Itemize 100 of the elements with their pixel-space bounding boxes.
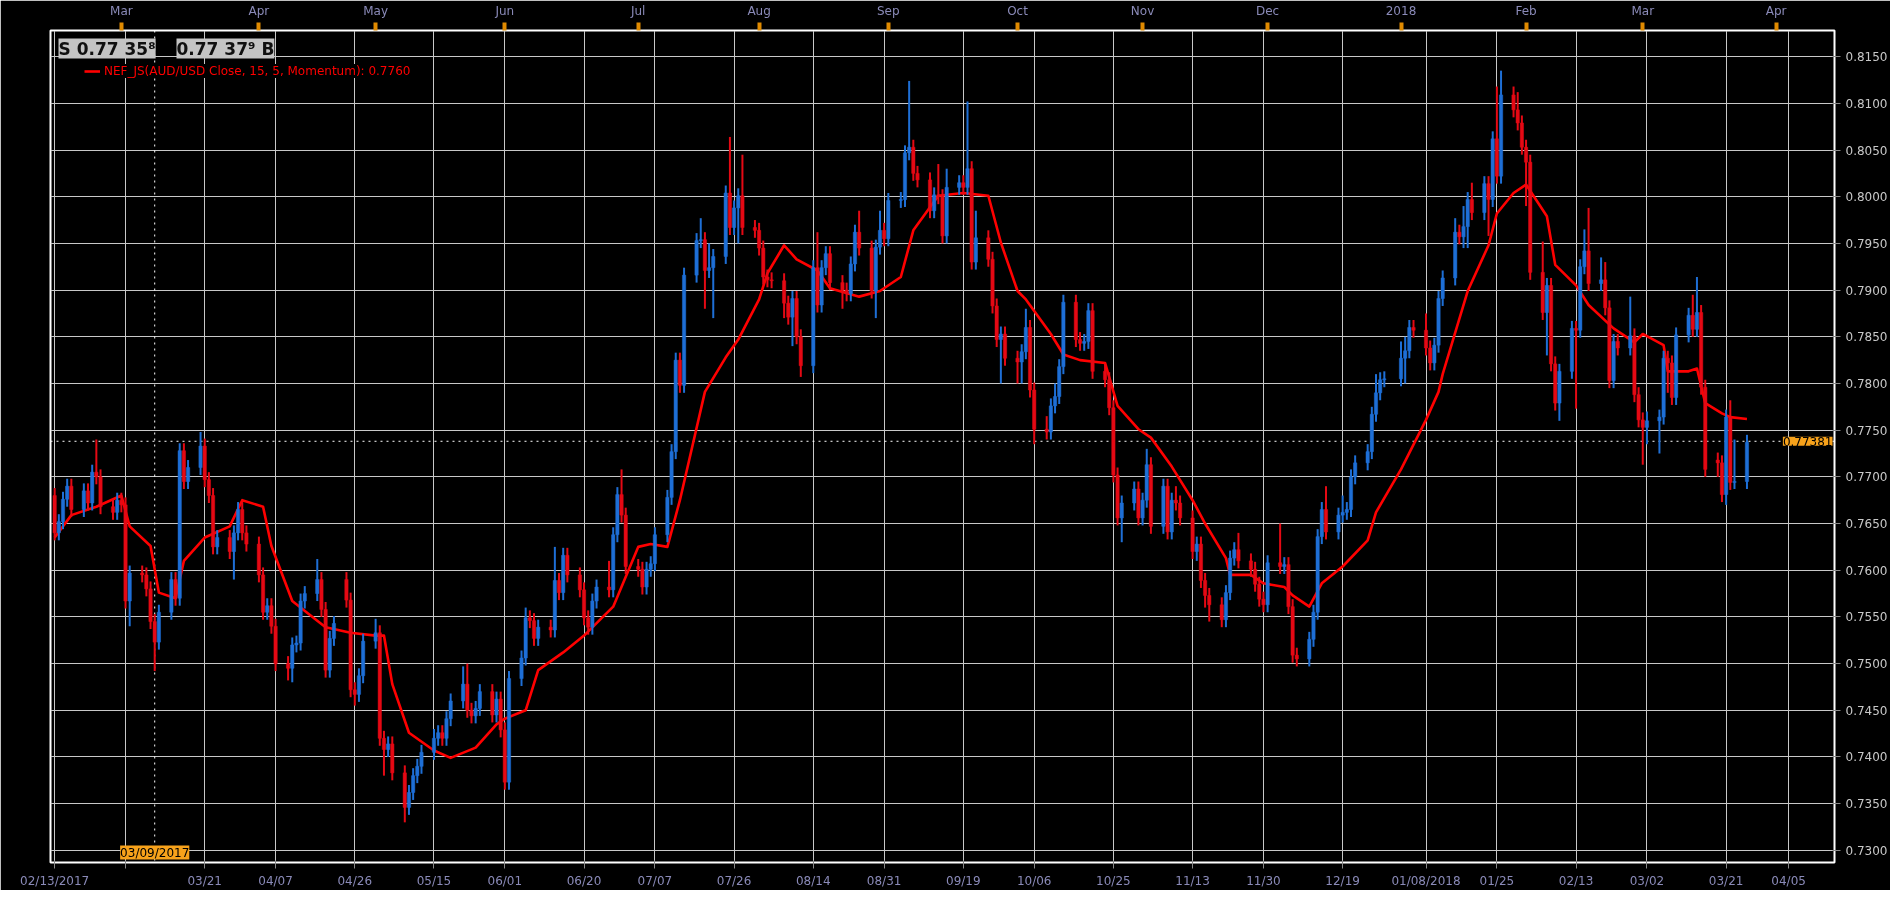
x2-tick-label: Mar bbox=[1631, 3, 1655, 18]
x-tick-label: 03/02 bbox=[1629, 873, 1665, 888]
candlestick bbox=[111, 498, 115, 521]
y-tick-label: 0.7300 bbox=[1845, 843, 1888, 858]
candlestick bbox=[1219, 596, 1224, 629]
candlestick bbox=[1399, 340, 1403, 388]
candlestick bbox=[173, 571, 178, 607]
candlestick bbox=[932, 186, 937, 220]
legend-label: NEF_JS(AUD/USD Close, 15, 5, Momentum): 0.7760 bbox=[104, 64, 411, 78]
candlestick bbox=[1574, 319, 1578, 410]
candlestick bbox=[490, 683, 495, 724]
candlestick bbox=[115, 491, 120, 521]
ref-line-label: 0.77381 bbox=[1782, 434, 1833, 449]
y-tick-label: 0.7350 bbox=[1845, 797, 1888, 812]
x-tick-label: 04/26 bbox=[337, 873, 373, 888]
candlestick bbox=[69, 477, 74, 518]
candlestick bbox=[215, 529, 220, 556]
x2-tick-label: Apr bbox=[1765, 3, 1787, 18]
y-tick-label: 0.7950 bbox=[1845, 236, 1888, 251]
y-tick-label: 0.7800 bbox=[1845, 376, 1888, 391]
x2-tick-label: Jun bbox=[494, 3, 515, 18]
candlestick bbox=[1465, 191, 1470, 250]
x2-tick-label: Mar bbox=[110, 3, 133, 18]
x-tick-label: 01/08/2018 bbox=[1391, 873, 1461, 888]
candlestick bbox=[227, 529, 232, 561]
candlestick bbox=[315, 558, 320, 603]
x-tick-label: 07/26 bbox=[716, 873, 752, 888]
candlestick bbox=[644, 560, 649, 596]
annotation: S 0.77 35⁸ bbox=[58, 38, 156, 59]
candlestick bbox=[857, 209, 862, 257]
x-tick-label: 10/25 bbox=[1096, 873, 1131, 888]
y-tick-label: 0.8050 bbox=[1845, 143, 1888, 158]
candlestick bbox=[965, 100, 970, 196]
x-tick-label: 06/01 bbox=[487, 873, 523, 888]
x-tick-label: 01/25 bbox=[1479, 873, 1515, 888]
candlestick bbox=[840, 274, 845, 310]
x-tick-label: 10/06 bbox=[1016, 873, 1052, 888]
candlestick bbox=[1457, 223, 1462, 246]
candlestick bbox=[1615, 332, 1620, 357]
candlestick bbox=[286, 655, 291, 682]
x2-tick-label: Apr bbox=[248, 3, 270, 18]
candlestick bbox=[640, 560, 645, 596]
x2-tick-label: Jul bbox=[629, 3, 646, 18]
x-tick-label: 07/07 bbox=[637, 873, 673, 888]
x-tick-label: 08/14 bbox=[795, 873, 831, 888]
candlestick bbox=[1015, 349, 1020, 385]
annotation: 0.77 37⁹ B bbox=[176, 38, 275, 59]
candlestick bbox=[1686, 306, 1691, 344]
x-tick-label: 02/13 bbox=[1558, 873, 1594, 888]
candlestick bbox=[882, 221, 887, 248]
candlestick bbox=[1599, 256, 1603, 293]
candlestick bbox=[565, 546, 570, 584]
candlestick bbox=[1690, 293, 1695, 338]
candlestick bbox=[1236, 531, 1241, 570]
x-tick-label: 08/31 bbox=[866, 873, 902, 888]
ref-line-label: 03/09/2017 bbox=[120, 845, 190, 860]
candlestick bbox=[536, 618, 541, 647]
candlestick bbox=[432, 727, 436, 761]
x-tick-label: 03/21 bbox=[1708, 873, 1744, 888]
candlestick bbox=[461, 665, 466, 710]
candlestick bbox=[1278, 522, 1283, 575]
candlestick bbox=[1324, 485, 1328, 541]
x-tick-label: 05/15 bbox=[416, 873, 452, 888]
y-tick-label: 0.8150 bbox=[1845, 50, 1888, 65]
x-tick-label: 04/07 bbox=[258, 873, 293, 888]
x-tick-label: 09/19 bbox=[946, 873, 981, 888]
candlestick bbox=[1628, 295, 1633, 357]
x2-tick-label: Dec bbox=[1256, 3, 1280, 18]
y-tick-label: 0.7550 bbox=[1845, 610, 1888, 625]
candlestick bbox=[736, 187, 741, 245]
candlestick bbox=[1132, 480, 1137, 512]
candlestick bbox=[1469, 181, 1474, 222]
candlestick bbox=[557, 572, 561, 602]
x2-tick-label: May bbox=[363, 3, 389, 18]
x-tick-label: 11/13 bbox=[1175, 873, 1210, 888]
y-tick-label: 0.7650 bbox=[1845, 517, 1888, 532]
y-tick-label: 0.7450 bbox=[1845, 703, 1888, 718]
x2-tick-label: Aug bbox=[747, 3, 771, 18]
candlestick bbox=[186, 459, 190, 490]
x2-tick-label: Nov bbox=[1130, 3, 1155, 18]
x-tick-label: 04/05 bbox=[1771, 873, 1806, 888]
x-tick-label: 02/13/2017 bbox=[20, 873, 90, 888]
candlestick bbox=[957, 174, 962, 196]
x-tick-label: 06/20 bbox=[566, 873, 602, 888]
candlestick bbox=[1044, 415, 1049, 441]
candlestick bbox=[1486, 175, 1491, 237]
candlestick bbox=[998, 325, 1003, 385]
candlestick bbox=[86, 482, 90, 512]
candlestick bbox=[1194, 535, 1199, 562]
y-tick-label: 0.7400 bbox=[1845, 750, 1888, 765]
y-tick-label: 0.7700 bbox=[1845, 470, 1888, 485]
candlestick bbox=[790, 290, 795, 348]
candlestick bbox=[290, 636, 295, 684]
x2-tick-label: 2018 bbox=[1385, 3, 1417, 18]
x-tick-label: 12/19 bbox=[1325, 873, 1360, 888]
candlestick bbox=[1119, 494, 1124, 544]
candlestick bbox=[373, 617, 378, 650]
candlestick bbox=[532, 612, 536, 647]
candlestick bbox=[1645, 410, 1649, 446]
x2-tick-label: Feb bbox=[1515, 3, 1537, 18]
